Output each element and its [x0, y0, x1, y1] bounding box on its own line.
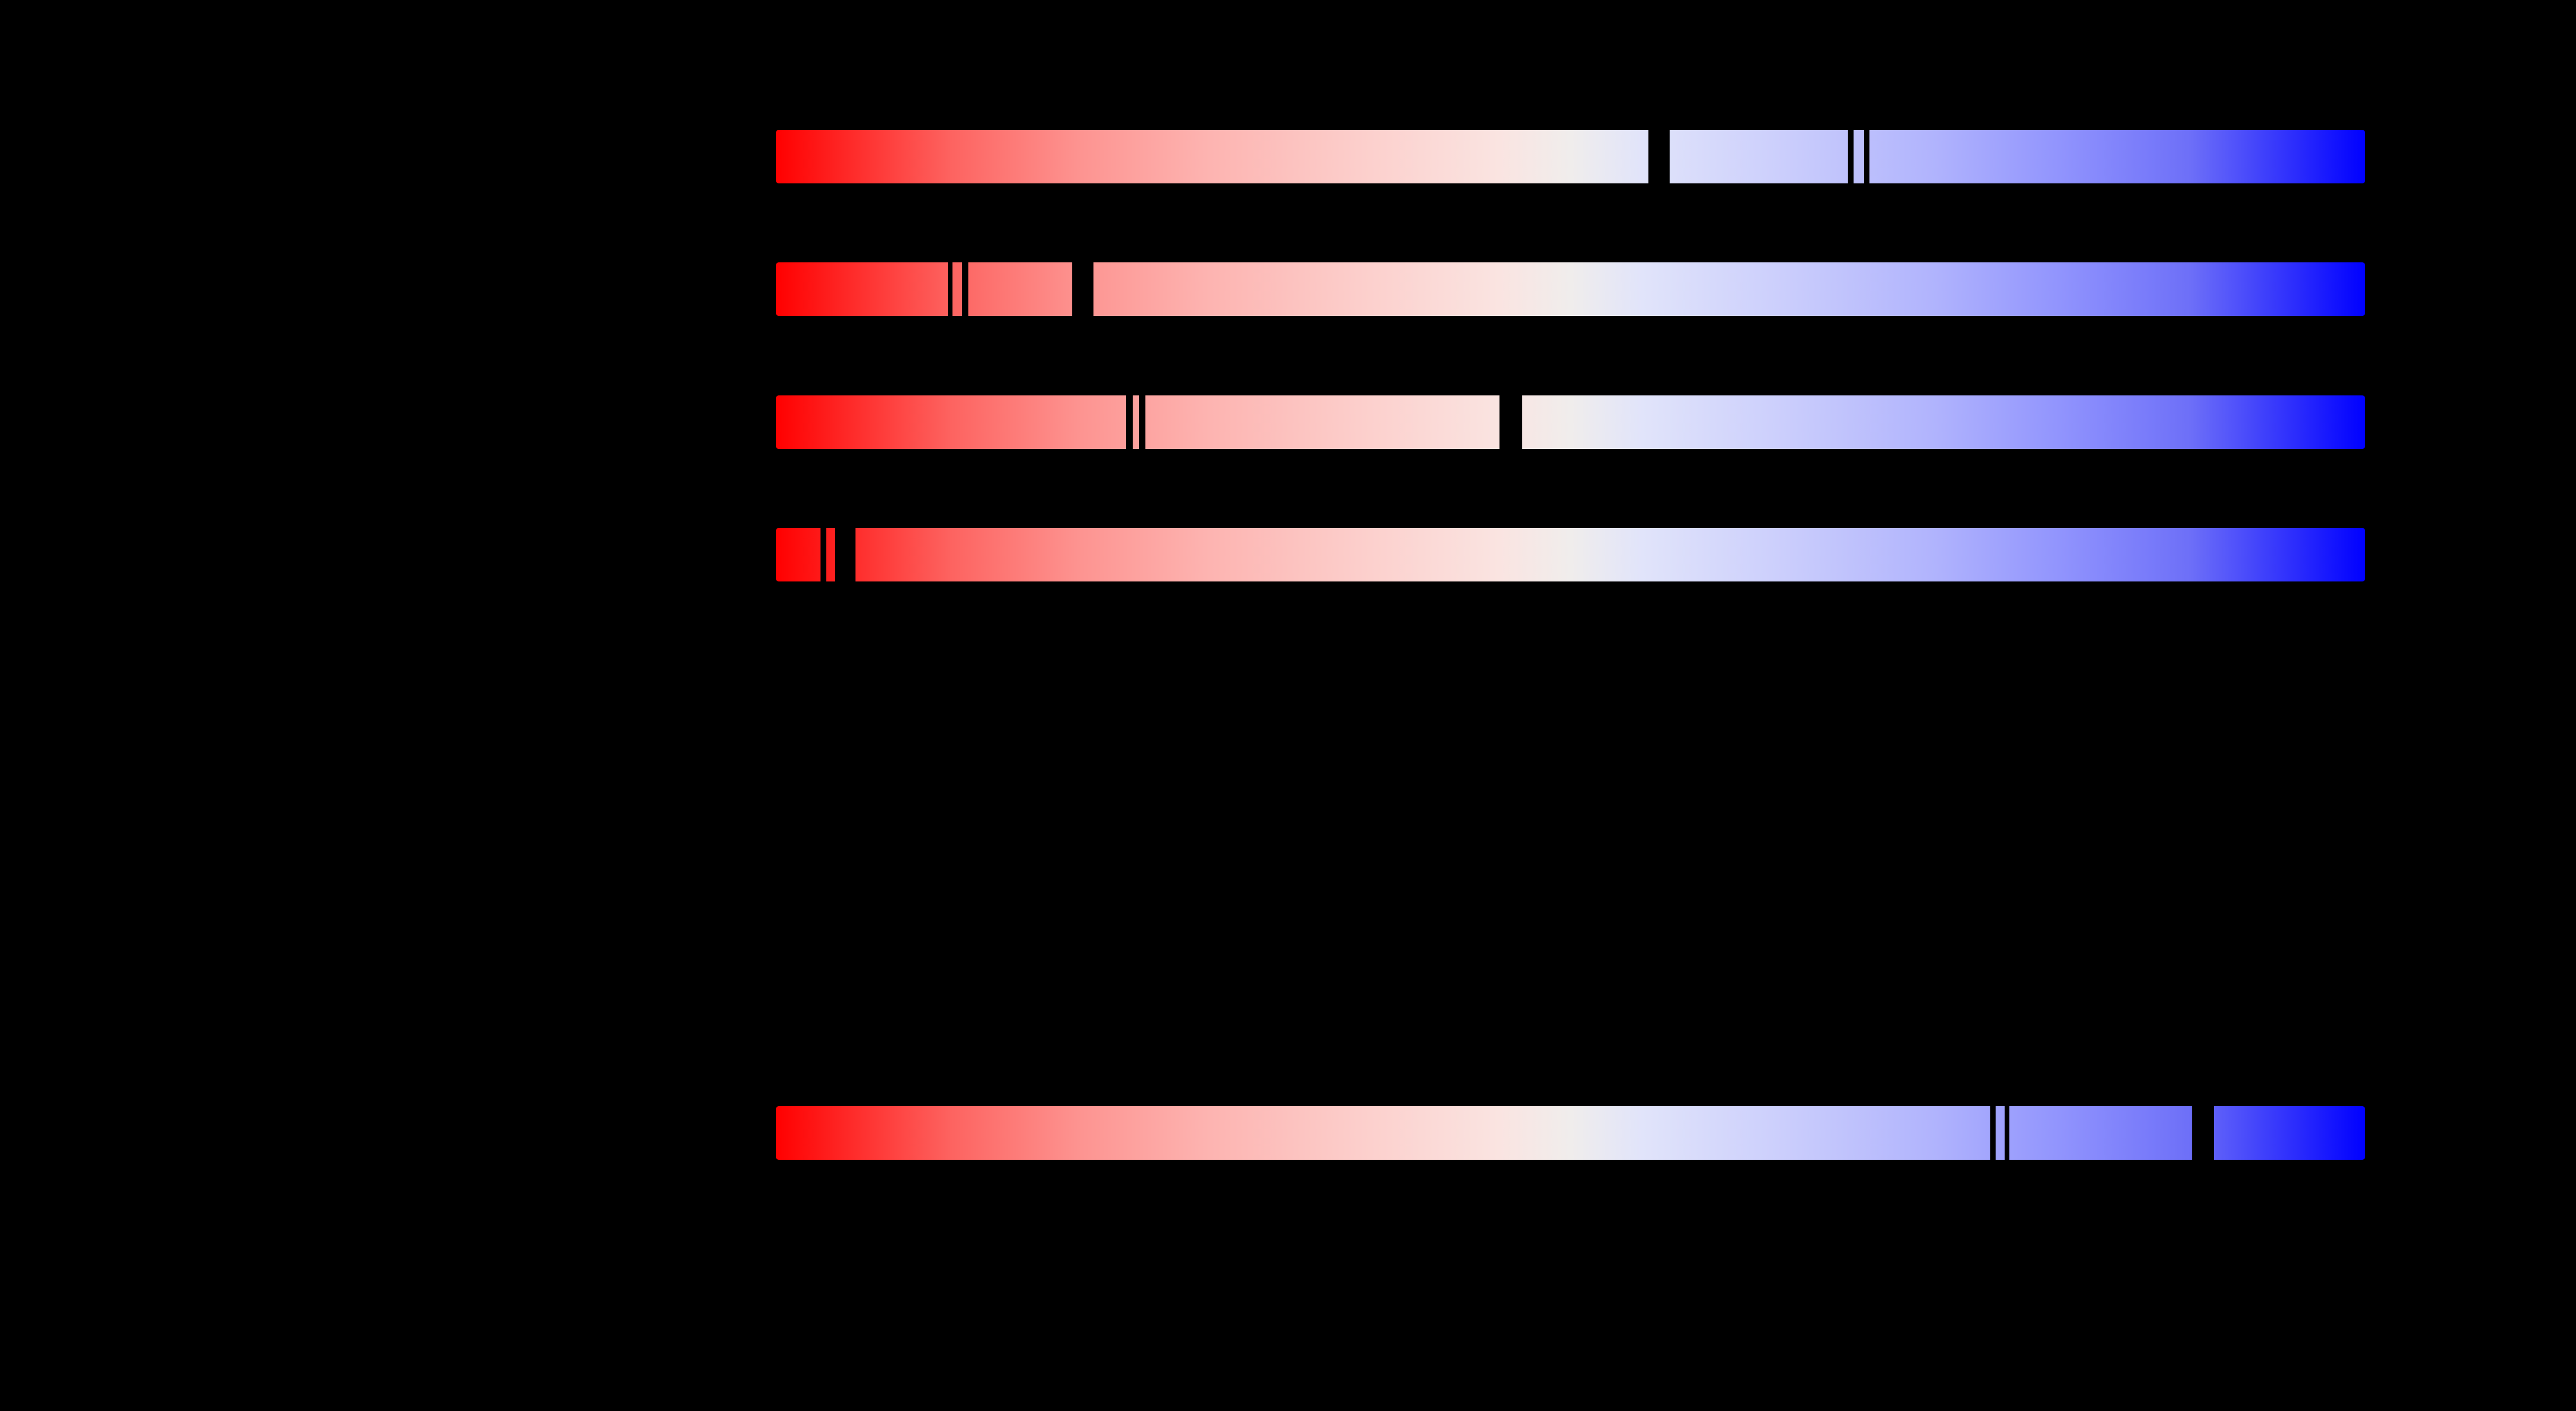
tick-mark [1864, 130, 1869, 183]
segment-gap [835, 528, 855, 581]
gradient-bar-3 [776, 395, 2365, 449]
tick-mark [1126, 395, 1133, 449]
segment-gap [1072, 262, 1093, 316]
tick-mark [1848, 130, 1854, 183]
segment-gap [1499, 395, 1522, 449]
tick-mark [1990, 1106, 1996, 1160]
tick-mark [948, 262, 952, 316]
gradient-bar-1 [776, 130, 2365, 183]
tick-mark [962, 262, 968, 316]
tick-mark [821, 528, 826, 581]
tick-mark [2005, 1106, 2009, 1160]
tick-mark [1139, 395, 1145, 449]
gradient-bar-4 [776, 528, 2365, 581]
gradient-bar-5 [776, 1106, 2365, 1160]
gradient-bar-2 [776, 262, 2365, 316]
segment-gap [2192, 1106, 2214, 1160]
segment-gap [1648, 130, 1670, 183]
